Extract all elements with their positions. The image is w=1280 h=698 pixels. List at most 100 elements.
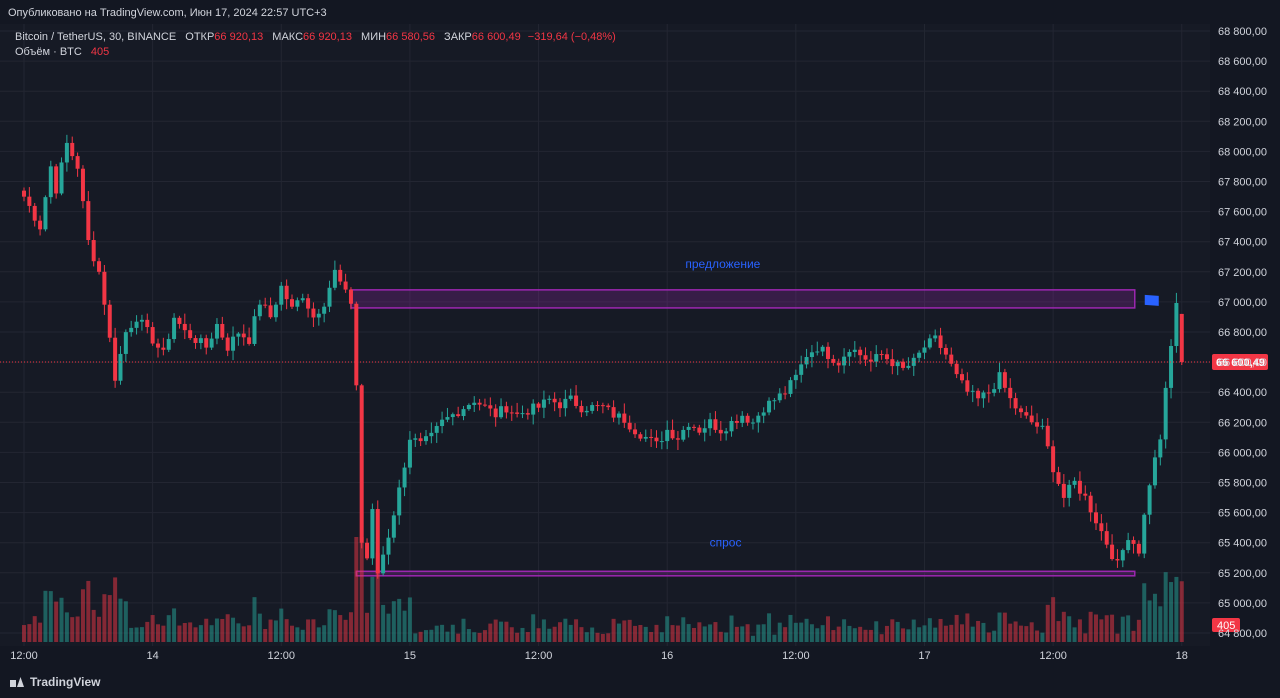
candle-body [38, 220, 43, 230]
footer-bar [0, 668, 1280, 698]
volume-bar [697, 622, 702, 642]
volume-bar [633, 625, 638, 642]
candle-body [290, 299, 294, 307]
volume-bar [777, 622, 782, 642]
volume-bar [332, 610, 337, 642]
volume-bar [1120, 616, 1125, 642]
last-volume-badge [1212, 618, 1240, 632]
candle-body [1045, 425, 1050, 447]
volume-bar [1024, 626, 1029, 642]
volume-bar [365, 612, 370, 642]
volume-bar [960, 624, 964, 642]
volume-bar [482, 630, 487, 642]
candle-body [1083, 493, 1088, 496]
candle-body [477, 402, 482, 405]
volume-bar [708, 624, 713, 642]
volume-bar [161, 625, 166, 642]
candle-body [1077, 480, 1082, 494]
volume-bar [177, 625, 182, 642]
volume-bar [236, 623, 241, 642]
volume-bar [113, 577, 118, 642]
volume-bar [638, 625, 643, 642]
candle-body [1169, 346, 1174, 388]
candle-body [520, 413, 525, 415]
low-label: МИН [361, 31, 387, 43]
volume-bar [391, 601, 396, 642]
candle-body [161, 347, 166, 350]
volume-bar [440, 624, 445, 642]
candle-body [263, 304, 268, 306]
volume-bar [509, 627, 514, 642]
candle-body [257, 304, 262, 317]
close-label: ЗАКР [444, 31, 472, 43]
volume-bar [547, 628, 552, 642]
candles [22, 134, 1184, 579]
candle-body [515, 412, 520, 414]
time-tick-label: 12:00 [782, 650, 810, 662]
volume-bar [783, 627, 788, 642]
candle-body [311, 308, 316, 318]
candle-body [241, 333, 246, 338]
volume-bar [740, 626, 745, 642]
brand-label: TradingView [30, 675, 101, 689]
candle-body [606, 405, 611, 408]
zones: предложение спрос [350, 257, 1159, 577]
volume-bar [1072, 627, 1077, 642]
candle-body [91, 240, 96, 262]
candle-body [365, 542, 370, 559]
volume-bar [472, 632, 477, 642]
volume-bar [424, 630, 428, 642]
candle-body [590, 405, 595, 411]
tradingview-logo[interactable]: TradingView [10, 675, 100, 689]
volume-bar [204, 618, 209, 642]
volume-bar [43, 590, 48, 642]
candle-body [675, 438, 680, 440]
candle-body [740, 415, 745, 423]
volume-bar [375, 552, 380, 642]
candle-body [563, 398, 568, 409]
candle-body [574, 395, 579, 406]
volume-bar [1179, 581, 1184, 642]
candle-body [1061, 483, 1066, 498]
price-tick-label: 67 200,00 [1218, 267, 1267, 279]
candle-body [1067, 484, 1072, 498]
candle-body [558, 402, 562, 409]
volume-bar [981, 622, 986, 642]
candle-body [359, 385, 364, 543]
volume-bar [86, 580, 91, 642]
candle-body [134, 321, 139, 328]
volume-bar [1158, 606, 1163, 642]
candle-body [922, 347, 927, 353]
volume-bar [809, 624, 814, 642]
volume-bar [842, 619, 847, 642]
volume-bar [145, 621, 150, 642]
candle-body [156, 343, 160, 348]
volume-bar [670, 625, 675, 642]
supply-zone [350, 289, 1136, 309]
volume-bar [627, 619, 632, 642]
time-tick-label: 12:00 [10, 650, 38, 662]
candle-body [552, 398, 557, 403]
volume-bar [445, 631, 450, 642]
price-tick-label: 67 800,00 [1218, 177, 1267, 189]
volume-bar [499, 621, 504, 642]
candle-body [547, 398, 552, 400]
volume-bar [80, 589, 85, 642]
price-tick-label: 65 000,00 [1218, 598, 1267, 610]
high-value: 66 920,13 [303, 31, 352, 43]
volume-bar [354, 537, 359, 642]
last-volume-text: 405 [1217, 620, 1235, 632]
volume-bar [826, 616, 830, 642]
volume-bar [772, 634, 777, 642]
candle-body [724, 431, 729, 434]
volume-bar [868, 629, 873, 642]
candle-body [949, 354, 954, 364]
candle-body [1120, 550, 1125, 561]
candle-body [86, 201, 91, 241]
candle-body [826, 346, 830, 359]
volume-bar [767, 613, 772, 642]
candle-body [391, 515, 396, 538]
volume-bar [247, 625, 252, 642]
time-tick-label: 12:00 [525, 650, 553, 662]
